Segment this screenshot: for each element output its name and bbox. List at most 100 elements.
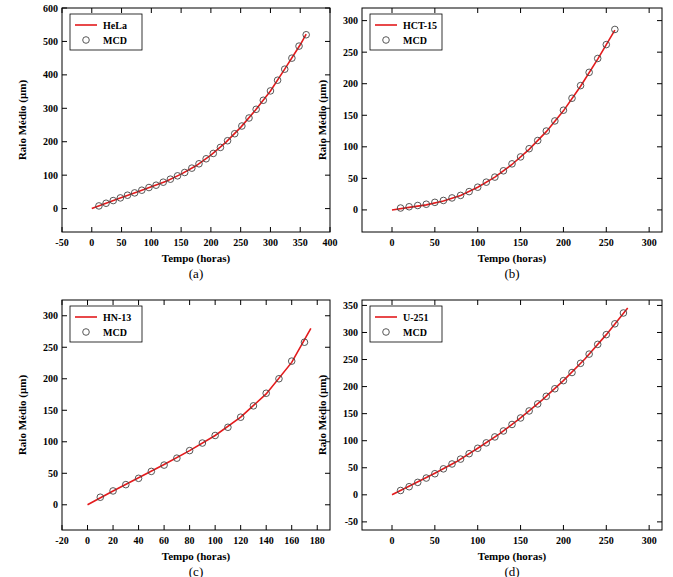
x-tick-label: 0 bbox=[390, 237, 395, 248]
x-tick-top bbox=[121, 8, 122, 13]
y-tick-label: 200 bbox=[343, 381, 358, 392]
x-tick bbox=[477, 227, 478, 232]
data-point bbox=[543, 393, 550, 400]
data-point bbox=[517, 154, 524, 161]
data-point bbox=[474, 184, 481, 191]
y-tick bbox=[362, 467, 367, 468]
legend-label: HN-13 bbox=[103, 312, 131, 323]
panel: -500501001502002503003504000100200300400… bbox=[16, 3, 338, 282]
y-tick-label: 600 bbox=[43, 3, 58, 14]
x-tick-top bbox=[649, 8, 650, 13]
data-point bbox=[577, 82, 584, 89]
y-tick bbox=[362, 332, 367, 333]
y-tick bbox=[362, 386, 367, 387]
x-tick-label: 50 bbox=[117, 237, 127, 248]
legend-swatch bbox=[375, 24, 397, 26]
data-point bbox=[139, 187, 146, 194]
x-tick-top bbox=[520, 8, 521, 13]
y-tick-label: 0 bbox=[353, 489, 358, 500]
x-tick-label: 200 bbox=[203, 237, 218, 248]
y-tick-right bbox=[325, 347, 330, 348]
data-point bbox=[466, 450, 473, 457]
y-tick bbox=[62, 410, 67, 411]
x-tick-top bbox=[649, 300, 650, 305]
y-axis-label: Raio Médio (μm) bbox=[16, 80, 29, 161]
panel-caption: (a) bbox=[189, 266, 203, 281]
x-tick-top bbox=[606, 300, 607, 305]
x-tick bbox=[606, 227, 607, 232]
data-point bbox=[153, 182, 160, 189]
data-point bbox=[517, 415, 524, 422]
data-point bbox=[534, 137, 541, 144]
data-point bbox=[146, 184, 153, 191]
data-point bbox=[186, 447, 193, 454]
x-tick-top bbox=[62, 300, 63, 305]
data-point bbox=[552, 385, 559, 392]
data-point bbox=[263, 390, 270, 397]
x-tick-label: 40 bbox=[134, 535, 144, 546]
x-tick bbox=[121, 227, 122, 232]
x-tick-label: 80 bbox=[185, 535, 195, 546]
data-point bbox=[492, 434, 499, 441]
plot-area bbox=[88, 328, 311, 504]
legend: HN-13MCD bbox=[70, 306, 142, 342]
y-tick bbox=[362, 494, 367, 495]
x-tick-top bbox=[434, 8, 435, 13]
data-point bbox=[231, 130, 238, 137]
y-tick-right bbox=[657, 467, 662, 468]
data-point bbox=[620, 310, 627, 317]
y-tick-right bbox=[657, 386, 662, 387]
data-point bbox=[225, 424, 232, 431]
x-tick bbox=[151, 227, 152, 232]
x-tick-top bbox=[300, 8, 301, 13]
legend-label: HeLa bbox=[103, 20, 127, 31]
x-tick bbox=[520, 227, 521, 232]
x-tick-label: 100 bbox=[470, 535, 485, 546]
plot-area bbox=[392, 26, 618, 211]
y-tick bbox=[362, 83, 367, 84]
y-tick bbox=[62, 315, 67, 316]
data-point bbox=[457, 192, 464, 199]
y-tick-label: 300 bbox=[43, 310, 58, 321]
data-point bbox=[181, 169, 188, 176]
x-tick-top bbox=[151, 8, 152, 13]
data-point bbox=[253, 106, 260, 113]
y-tick-label: 250 bbox=[343, 354, 358, 365]
x-tick-label: 50 bbox=[430, 535, 440, 546]
x-tick-top bbox=[477, 8, 478, 13]
legend-box bbox=[370, 306, 442, 342]
y-tick-label: 100 bbox=[43, 436, 58, 447]
data-point bbox=[440, 466, 447, 473]
y-tick bbox=[362, 521, 367, 522]
x-tick-top bbox=[477, 300, 478, 305]
x-tick bbox=[91, 227, 92, 232]
x-tick bbox=[317, 525, 318, 530]
legend: HCT-15MCD bbox=[370, 14, 442, 50]
y-tick-label: 200 bbox=[43, 373, 58, 384]
y-tick-label: 0 bbox=[53, 203, 58, 214]
x-tick-label: 100 bbox=[470, 237, 485, 248]
x-tick-label: 150 bbox=[174, 237, 189, 248]
y-tick-right bbox=[657, 52, 662, 53]
y-tick-right bbox=[657, 332, 662, 333]
x-tick-label: 200 bbox=[556, 237, 571, 248]
y-tick-label: 50 bbox=[48, 468, 58, 479]
y-tick-right bbox=[657, 209, 662, 210]
y-tick bbox=[62, 141, 67, 142]
data-point bbox=[123, 481, 130, 488]
data-point bbox=[586, 351, 593, 358]
data-point bbox=[449, 195, 456, 202]
x-tick-label: 250 bbox=[233, 237, 248, 248]
data-point bbox=[276, 375, 283, 382]
x-tick bbox=[434, 227, 435, 232]
x-tick bbox=[606, 525, 607, 530]
legend-box bbox=[70, 14, 142, 50]
data-point bbox=[534, 401, 541, 408]
x-tick bbox=[266, 525, 267, 530]
x-tick bbox=[210, 227, 211, 232]
y-tick-label: 150 bbox=[43, 405, 58, 416]
y-tick-label: 150 bbox=[343, 408, 358, 419]
y-tick-label: 300 bbox=[343, 327, 358, 338]
y-tick bbox=[362, 20, 367, 21]
x-tick bbox=[62, 227, 63, 232]
